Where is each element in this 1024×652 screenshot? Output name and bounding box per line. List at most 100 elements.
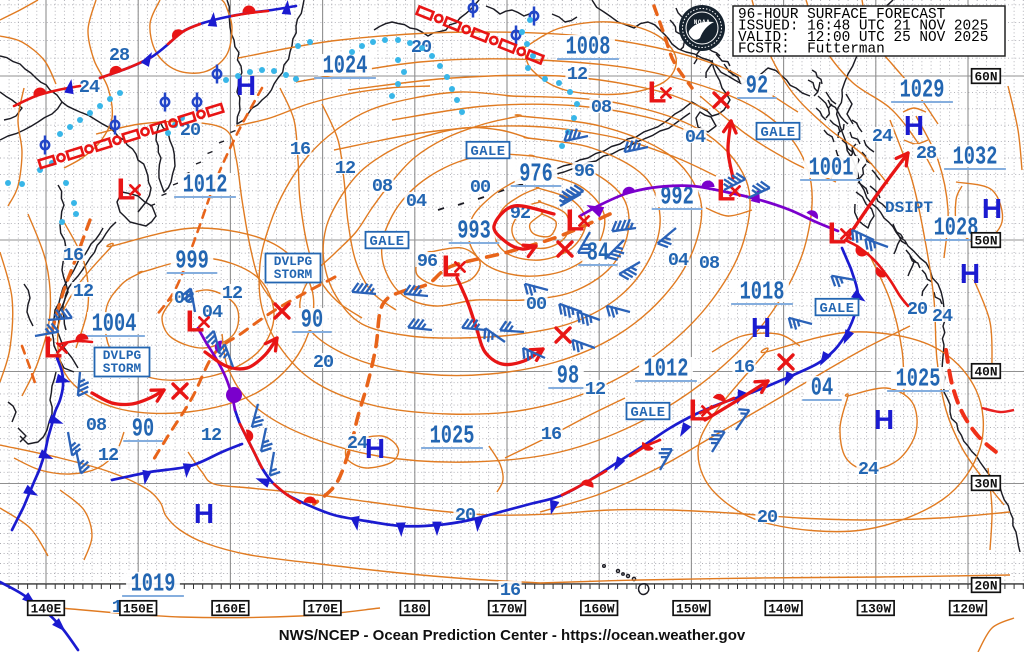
svg-text:1024: 1024 [323, 51, 368, 81]
svg-text:96: 96 [417, 251, 438, 272]
svg-text:140E: 140E [31, 602, 62, 617]
svg-text:H: H [904, 110, 924, 141]
svg-text:08: 08 [372, 176, 393, 197]
svg-text:L: L [117, 172, 136, 207]
svg-text:12: 12 [98, 445, 119, 466]
svg-text:16: 16 [290, 139, 311, 160]
svg-text:04: 04 [668, 250, 689, 271]
svg-text:1001: 1001 [809, 153, 854, 183]
svg-text:60N: 60N [974, 70, 997, 85]
svg-text:1032: 1032 [953, 142, 998, 172]
svg-text:20: 20 [180, 120, 201, 141]
svg-text:84: 84 [587, 238, 609, 268]
svg-text:993: 993 [457, 216, 491, 246]
svg-text:16: 16 [63, 245, 84, 266]
svg-text:04: 04 [811, 373, 833, 403]
svg-text:1012: 1012 [644, 354, 689, 384]
svg-text:12: 12 [567, 64, 588, 85]
svg-text:130W: 130W [860, 602, 891, 617]
svg-text:1004: 1004 [92, 309, 137, 339]
svg-text:DVLPG: DVLPG [103, 348, 142, 363]
svg-text:L: L [689, 393, 708, 428]
svg-text:92: 92 [746, 71, 768, 101]
svg-text:20: 20 [907, 299, 928, 320]
svg-text:96: 96 [574, 161, 595, 182]
svg-text:12: 12 [222, 283, 243, 304]
svg-text:DSIPT: DSIPT [885, 199, 933, 217]
svg-text:1008: 1008 [566, 32, 611, 62]
svg-text:16: 16 [541, 424, 562, 445]
svg-text:ISSUED: 16:48 UTC 21 NOV 2025: ISSUED: 16:48 UTC 21 NOV 2025 [738, 19, 988, 35]
svg-text:170W: 170W [492, 602, 523, 617]
svg-text:08: 08 [699, 253, 720, 274]
svg-text:160E: 160E [215, 602, 246, 617]
svg-text:20: 20 [313, 352, 334, 373]
svg-text:GALE: GALE [470, 145, 505, 160]
svg-text:VALID: 12:00 UTC 25 NOV 2025: VALID: 12:00 UTC 25 NOV 2025 [738, 30, 988, 46]
svg-text:GALE: GALE [819, 302, 854, 317]
svg-text:GALE: GALE [760, 126, 795, 141]
svg-text:24: 24 [79, 77, 100, 98]
svg-text:120W: 120W [953, 602, 984, 617]
svg-text:12: 12 [335, 158, 356, 179]
svg-text:NWS/NCEP - Ocean Prediction Ce: NWS/NCEP - Ocean Prediction Center - htt… [279, 627, 746, 644]
svg-text:150E: 150E [123, 602, 154, 617]
svg-text:H: H [194, 498, 214, 529]
svg-text:28: 28 [109, 45, 130, 66]
svg-text:50N: 50N [974, 234, 997, 249]
svg-text:160W: 160W [584, 602, 615, 617]
svg-text:08: 08 [591, 97, 612, 118]
svg-text:90: 90 [132, 414, 154, 444]
svg-text:04: 04 [406, 191, 427, 212]
svg-text:L: L [648, 75, 667, 110]
svg-text:H: H [236, 70, 256, 101]
svg-text:12: 12 [585, 379, 606, 400]
svg-text:24: 24 [858, 459, 879, 480]
svg-text:40N: 40N [974, 365, 997, 380]
svg-text:16: 16 [734, 357, 755, 378]
svg-text:1018: 1018 [740, 277, 785, 307]
svg-text:H: H [960, 258, 980, 289]
svg-text:L: L [442, 249, 461, 284]
svg-text:170E: 170E [307, 602, 338, 617]
svg-text:00: 00 [526, 294, 547, 315]
svg-text:DVLPG: DVLPG [274, 254, 313, 269]
svg-text:GALE: GALE [630, 406, 665, 421]
svg-text:976: 976 [519, 159, 553, 189]
svg-text:24: 24 [872, 126, 893, 147]
svg-text:20: 20 [757, 507, 778, 528]
svg-text:16: 16 [500, 580, 521, 601]
svg-text:1029: 1029 [900, 75, 945, 105]
svg-text:GALE: GALE [369, 235, 404, 250]
svg-text:12: 12 [201, 425, 222, 446]
svg-text:90: 90 [301, 305, 323, 335]
svg-text:FCSTR: Futterman: FCSTR: Futterman [738, 42, 885, 58]
svg-text:24: 24 [932, 306, 953, 327]
svg-text:20N: 20N [974, 579, 997, 594]
svg-text:04: 04 [685, 127, 706, 148]
svg-text:28: 28 [916, 143, 937, 164]
svg-text:1025: 1025 [430, 421, 475, 451]
svg-text:24: 24 [347, 433, 368, 454]
svg-text:08: 08 [86, 415, 107, 436]
svg-text:L: L [566, 203, 585, 238]
svg-text:180: 180 [403, 602, 426, 617]
svg-text:1019: 1019 [131, 569, 176, 599]
svg-text:L: L [186, 304, 205, 339]
svg-text:12: 12 [73, 281, 94, 302]
svg-text:150W: 150W [676, 602, 707, 617]
svg-text:1025: 1025 [896, 364, 941, 394]
svg-text:140W: 140W [768, 602, 799, 617]
svg-text:30N: 30N [974, 477, 997, 492]
svg-text:98: 98 [557, 361, 579, 391]
svg-text:H: H [751, 312, 771, 343]
svg-text:H: H [982, 193, 1002, 224]
svg-text:1012: 1012 [183, 170, 228, 200]
svg-text:H: H [874, 404, 894, 435]
svg-text:00: 00 [470, 177, 491, 198]
svg-text:96-HOUR SURFACE FORECAST: 96-HOUR SURFACE FORECAST [738, 7, 946, 23]
svg-text:STORM: STORM [274, 267, 313, 282]
svg-text:L: L [44, 330, 63, 365]
svg-text:NOAA: NOAA [694, 19, 710, 26]
svg-text:H: H [365, 433, 385, 464]
